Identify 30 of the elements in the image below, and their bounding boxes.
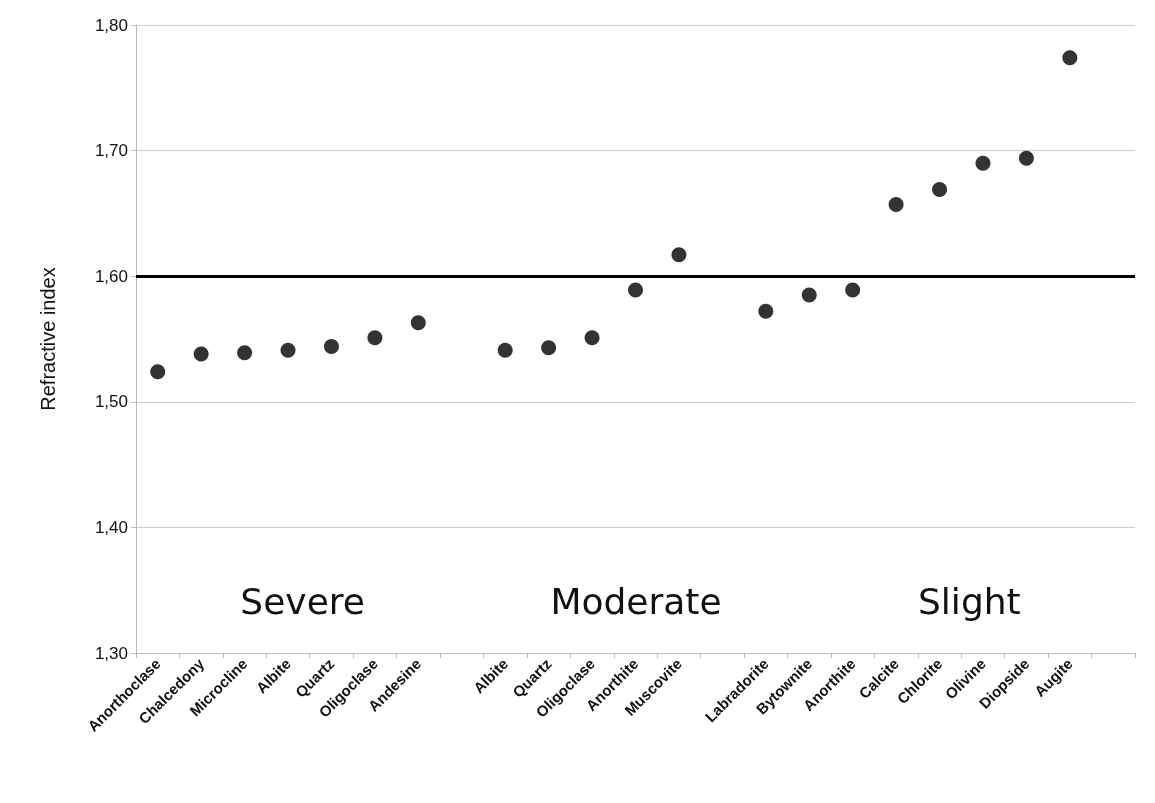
point xyxy=(671,247,687,263)
y-tick-label: 1,60 xyxy=(94,266,128,286)
point xyxy=(367,330,383,346)
point xyxy=(845,282,861,298)
y-tick-label: 1,40 xyxy=(94,517,128,537)
y-tick-label: 1,30 xyxy=(94,643,128,663)
point xyxy=(541,340,557,356)
point xyxy=(280,342,296,358)
point xyxy=(150,364,166,380)
annotation: Slight xyxy=(918,580,1021,622)
point xyxy=(888,197,904,213)
point xyxy=(628,282,643,298)
point xyxy=(932,182,948,198)
y-tick-label: 1,70 xyxy=(94,141,128,161)
point xyxy=(1018,150,1034,166)
point xyxy=(1062,50,1078,66)
y-tick-label: 1,80 xyxy=(94,15,128,35)
point xyxy=(758,303,774,319)
point xyxy=(323,339,339,355)
point xyxy=(497,342,513,358)
y-tick-label: 1,50 xyxy=(94,392,128,412)
point xyxy=(410,315,426,331)
annotation: Severe xyxy=(240,580,365,622)
point xyxy=(975,155,991,171)
annotation: Moderate xyxy=(550,580,722,622)
point xyxy=(584,330,600,346)
point xyxy=(801,287,817,303)
y-axis-title: Refractive index xyxy=(37,267,59,411)
point xyxy=(237,345,253,361)
point xyxy=(193,346,209,362)
